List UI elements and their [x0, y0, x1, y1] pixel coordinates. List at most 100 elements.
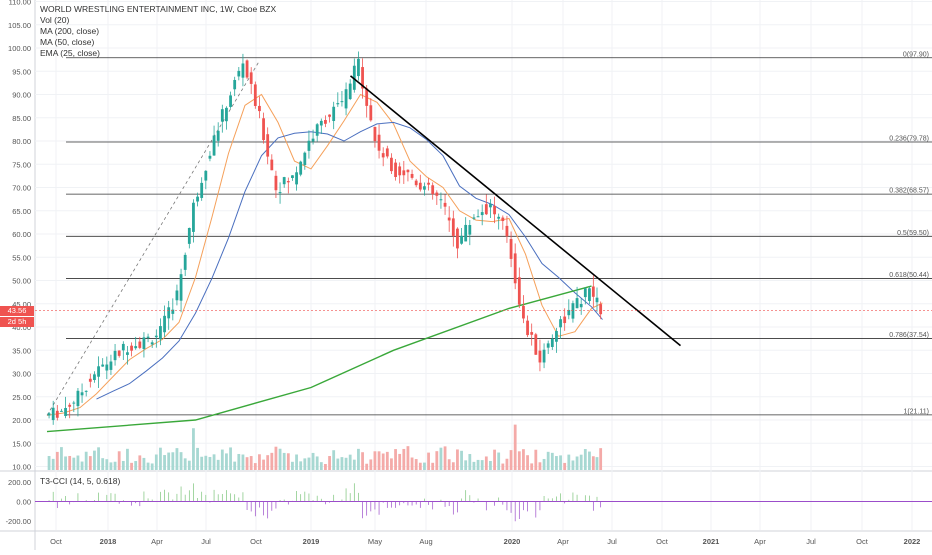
candle-body: [88, 378, 92, 382]
candle-body: [154, 335, 158, 338]
volume-bar: [286, 453, 290, 470]
candle-body: [373, 126, 377, 142]
candle-body: [253, 84, 257, 106]
candle-body: [559, 319, 562, 328]
price-tick-label: 55.00: [12, 253, 31, 262]
volume-bar: [150, 463, 154, 470]
ma200-line: [46, 285, 592, 433]
volume-bar: [563, 462, 567, 470]
candle-body: [538, 350, 542, 363]
volume-bar: [200, 456, 204, 470]
candle-body: [249, 72, 253, 84]
candle-body: [583, 288, 587, 298]
price-tick-label: 65.00: [12, 207, 31, 216]
time-tick-label: Jul: [607, 537, 617, 546]
candle-body: [146, 336, 150, 338]
volume-bar: [220, 449, 224, 470]
candle-body: [72, 402, 76, 404]
volume-bar: [513, 424, 517, 470]
candle-body: [307, 140, 311, 151]
volume-bar: [307, 457, 311, 470]
candle-body: [489, 204, 492, 208]
candle-body: [464, 224, 468, 242]
volume-bar: [588, 451, 591, 470]
volume-bar: [88, 456, 92, 470]
volume-bar: [336, 458, 340, 470]
candle-body: [179, 274, 183, 301]
fib-level-label: 0.786(37.54): [889, 332, 929, 339]
volume-bar: [369, 459, 373, 470]
candle-body: [117, 350, 121, 356]
price-tick-label: 15.00: [12, 439, 31, 448]
volume-bar: [311, 452, 315, 470]
volume-bar: [55, 451, 59, 470]
volume-bar: [303, 458, 307, 470]
volume-bar: [249, 456, 253, 470]
candle-body: [591, 286, 595, 297]
time-tick-label: Oct: [656, 537, 669, 546]
volume-bar: [595, 457, 599, 470]
volume-bar: [117, 451, 121, 470]
volume-bar: [121, 460, 125, 470]
price-tick-label: 85.00: [12, 114, 31, 123]
volume-bar: [315, 456, 319, 470]
candle-body: [361, 67, 364, 89]
volume-bar: [575, 456, 579, 470]
volume-bar: [183, 458, 187, 470]
volume-bar: [282, 452, 286, 470]
volume-bar: [464, 460, 468, 470]
candle-body: [394, 162, 397, 178]
candle-body: [344, 89, 348, 109]
volume-bar: [427, 452, 430, 470]
time-tick-label: 2022: [904, 537, 921, 546]
fib-level-label: 0(97.90): [903, 51, 929, 58]
candle-body: [134, 346, 138, 349]
candle-body: [328, 114, 331, 117]
volume-bar: [385, 451, 389, 470]
price-tick-label: 40.00: [12, 323, 31, 332]
volume-bar: [340, 457, 344, 470]
volume-bar: [591, 456, 595, 470]
cci-tick-label: 200.00: [8, 478, 31, 487]
candle-body: [406, 169, 410, 173]
volume-bar: [538, 462, 542, 470]
candle-body: [138, 341, 142, 348]
volume-bar: [599, 448, 603, 470]
candle-body: [443, 202, 447, 207]
candle-body: [220, 109, 224, 122]
trend-line: [349, 75, 682, 347]
volume-bar: [97, 447, 100, 470]
volume-bar: [550, 452, 554, 470]
candle-body: [183, 254, 187, 270]
time-tick-label: Apr: [151, 537, 163, 546]
volume-bar: [373, 451, 377, 470]
candle-body: [526, 320, 529, 336]
volume-bar: [517, 451, 521, 470]
candle-body: [385, 148, 389, 157]
volume-bar: [167, 452, 171, 470]
volume-bar: [187, 460, 191, 470]
price-tick-label: 110.00: [9, 0, 31, 7]
candle-body: [599, 304, 603, 315]
candle-body: [542, 349, 546, 363]
volume-bar: [142, 457, 146, 470]
time-tick-label: Apr: [557, 537, 569, 546]
volume-bar: [357, 448, 360, 470]
volume-bar: [431, 462, 435, 470]
candle-body: [332, 106, 336, 122]
cci-tick-label: 0.00: [16, 498, 31, 507]
candle-body: [505, 225, 509, 237]
candle-body: [567, 309, 571, 316]
volume-bar: [402, 448, 406, 470]
candle-body: [414, 180, 418, 186]
price-tick-label: 80.00: [12, 137, 31, 146]
volume-bar: [414, 459, 418, 470]
volume-bar: [472, 461, 476, 470]
candle-body: [204, 170, 208, 181]
volume-bar: [262, 459, 265, 470]
candle-body: [84, 390, 88, 392]
candle-body: [476, 216, 480, 218]
volume-bar: [361, 452, 364, 470]
